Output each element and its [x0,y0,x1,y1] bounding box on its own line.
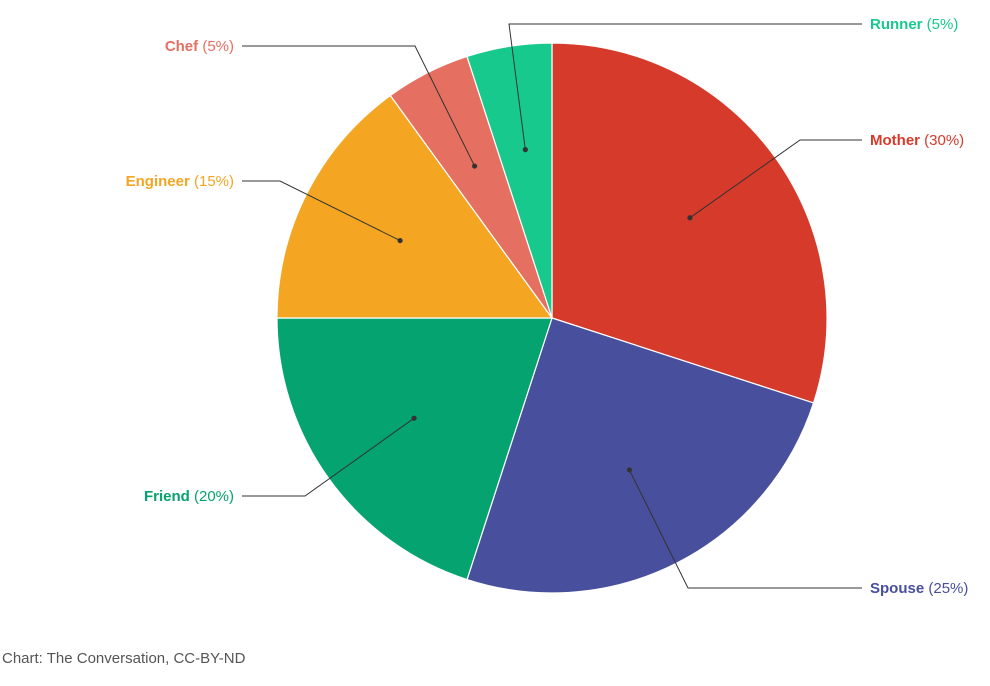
slice-label-pct-runner: (5%) [923,16,959,33]
leader-dot-friend [411,415,417,421]
pie-slice-mother [551,42,828,404]
pie-slice-engineer [276,94,554,319]
leader-dot-spouse [626,467,633,473]
pie-slice-runner [466,42,553,319]
slice-label-pct-engineer: (15%) [190,173,234,190]
slice-label-friend: Friend (20%) [144,488,234,505]
pie-chart-svg: Mother (30%) Spouse (25%) Friend (20%) Engi… [126,16,969,597]
slice-label-pct-chef: (5%) [198,38,234,55]
slice-label-pct-friend: (20%) [190,488,234,505]
leader-line-mother [689,139,862,219]
slice-label-name-chef: Chef [165,38,199,55]
slice-label-spouse: Spouse (25%) [870,580,968,597]
leader-dot-mother [687,215,693,221]
pie-slice-spouse [466,317,815,594]
leader-line-engineer [242,180,401,242]
leader-dot-chef [471,163,478,169]
leader-line-chef [242,45,476,167]
leader-line-runner [508,23,862,150]
slice-label-engineer: Engineer (15%) [126,173,234,190]
leader-line-spouse [628,469,862,589]
slice-label-runner: Runner (5%) [870,16,958,33]
pie-slice-friend [276,317,553,581]
chart-credit: Chart: The Conversation, CC-BY-ND [2,650,246,667]
slice-label-name-engineer: Engineer [126,173,190,190]
leader-line-friend [242,417,415,497]
slice-label-name-friend: Friend [144,488,190,505]
slice-label-name-mother: Mother [870,132,920,149]
leader-dot-engineer [397,237,403,244]
slice-label-mother: Mother (30%) [870,132,964,149]
slice-label-pct-mother: (30%) [920,132,964,149]
leader-dot-runner [522,146,528,153]
slice-label-name-spouse: Spouse [870,580,924,597]
slice-label-chef: Chef (5%) [165,38,234,55]
slice-label-pct-spouse: (25%) [924,580,968,597]
slice-label-name-runner: Runner [870,16,923,33]
